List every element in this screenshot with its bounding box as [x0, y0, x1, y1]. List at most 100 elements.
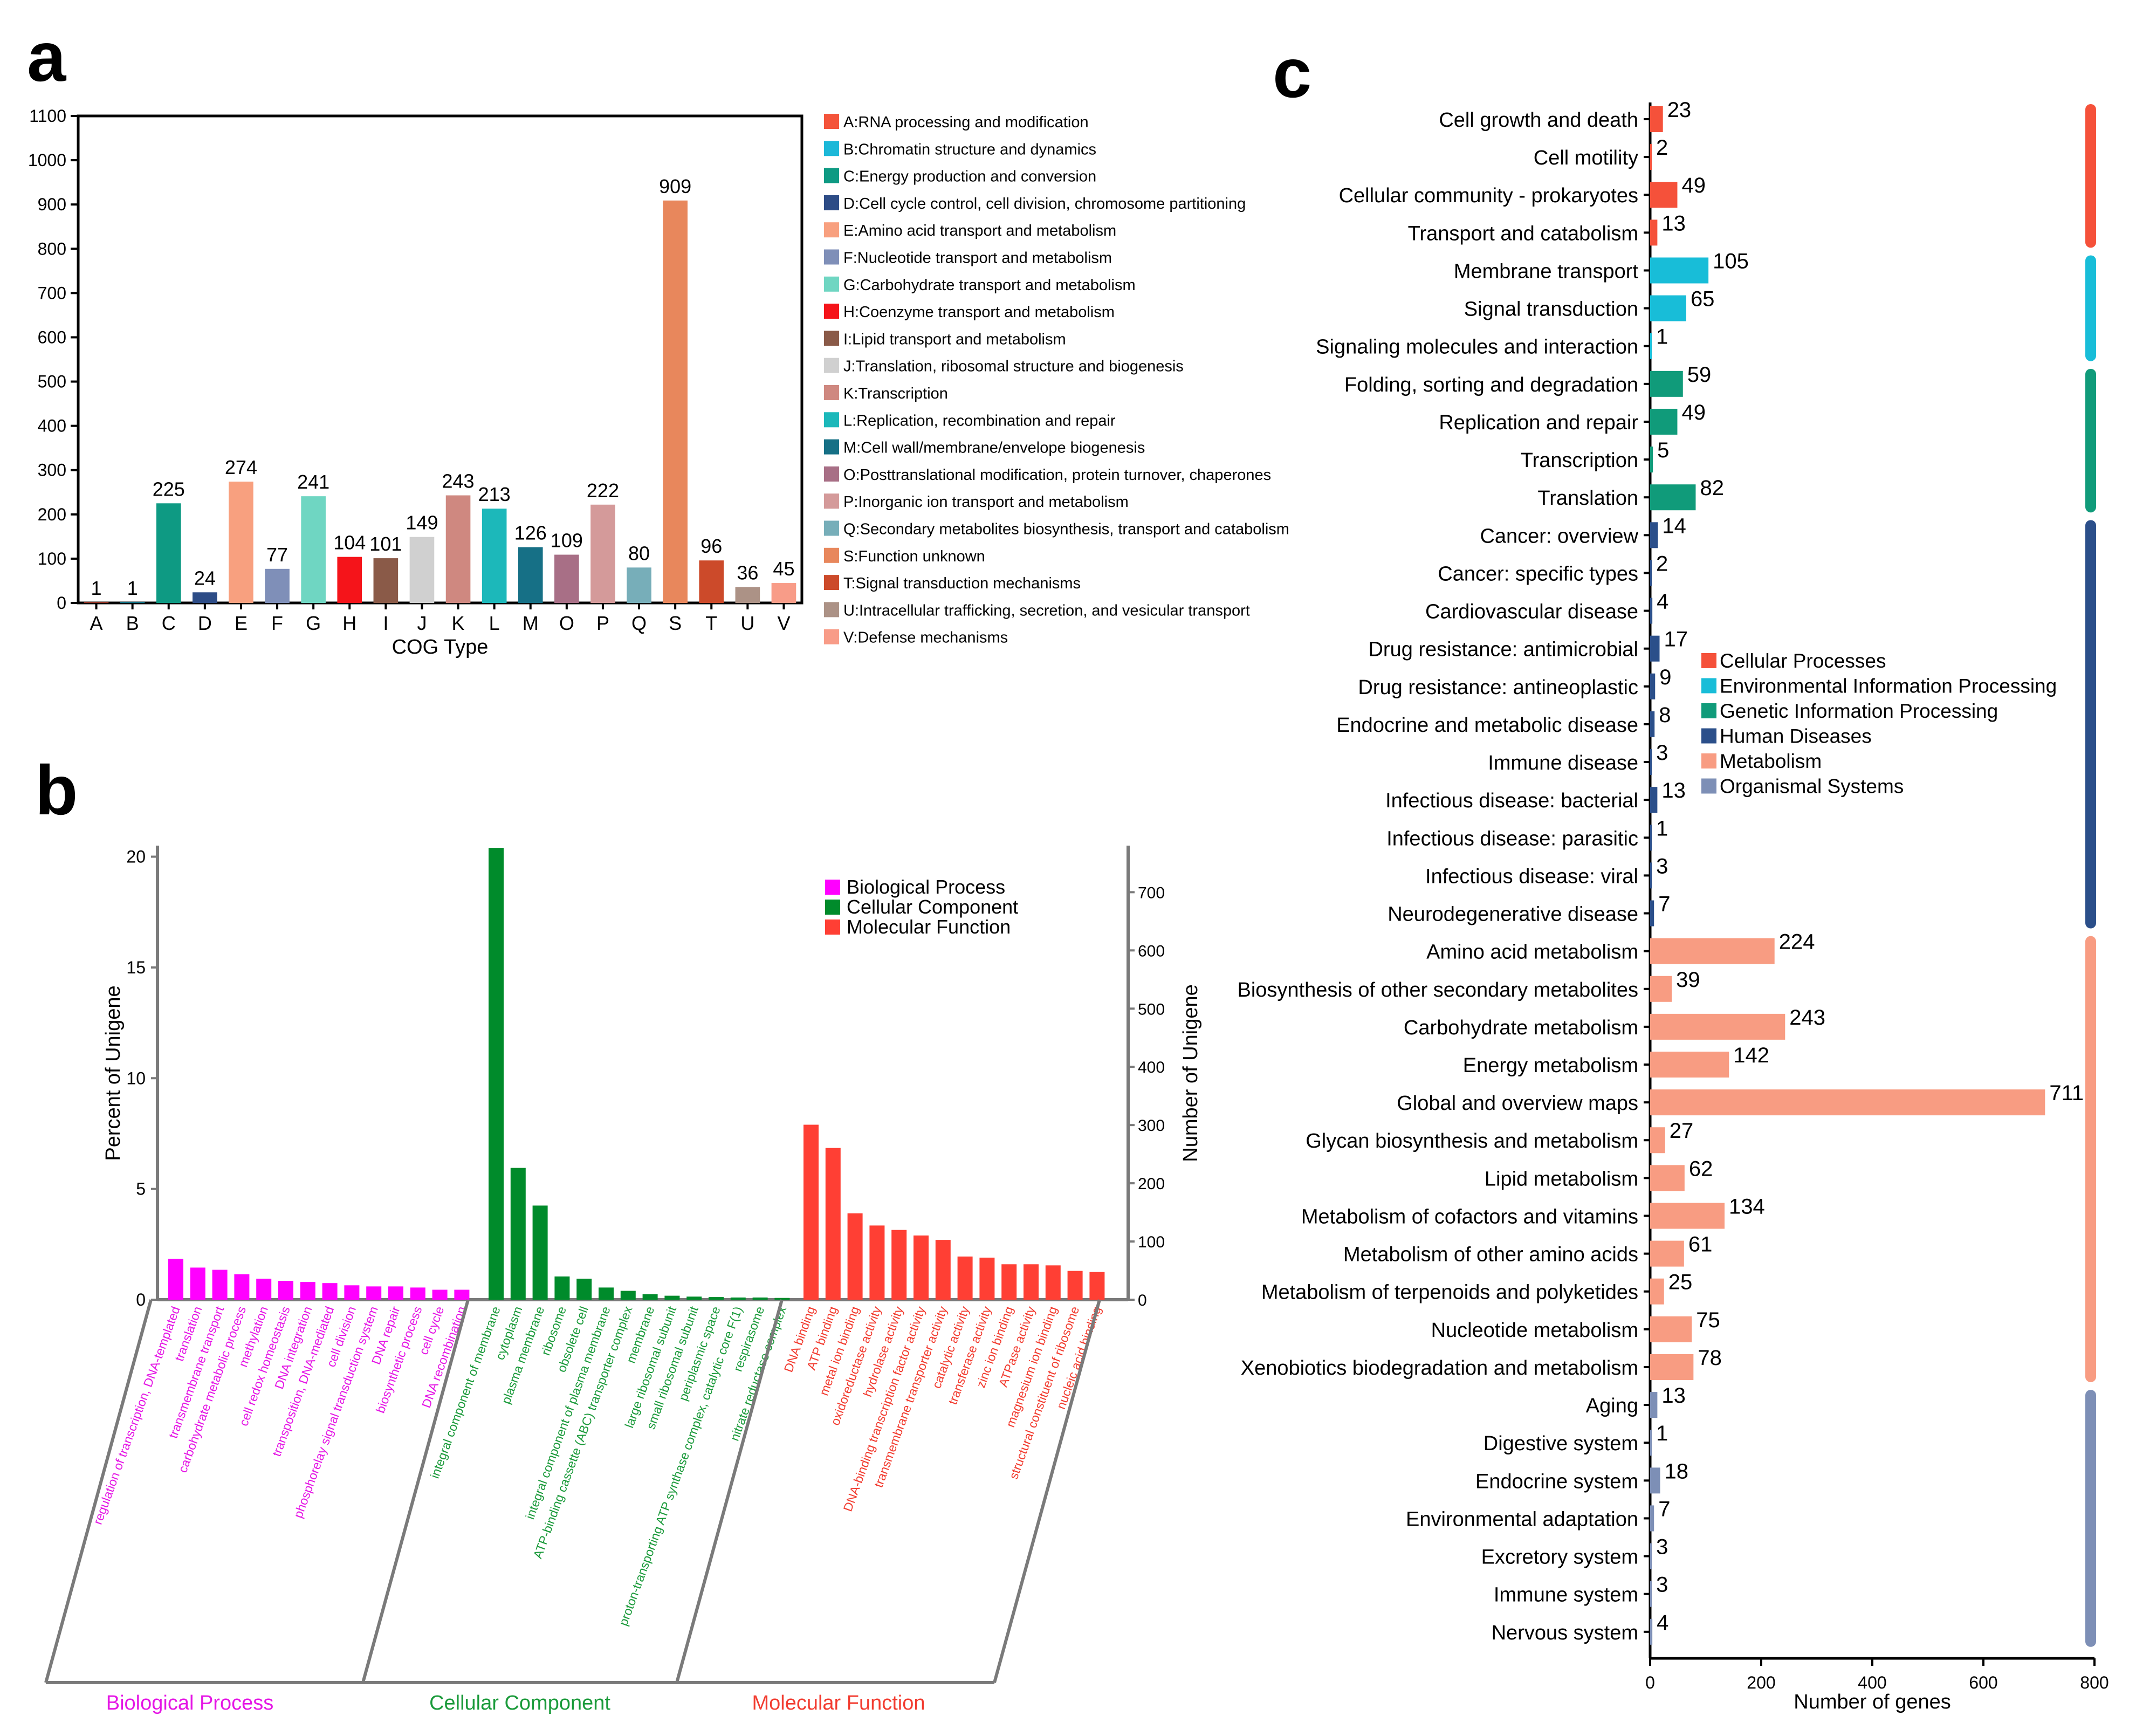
- category-label: Nucleotide metabolism: [1431, 1319, 1638, 1342]
- legend-entry: M:Cell wall/membrane/envelope biogenesis: [843, 440, 1145, 457]
- bar-value-label: 45: [773, 558, 794, 580]
- legend-swatch: [824, 493, 839, 509]
- group-side-bar: [2085, 104, 2096, 248]
- bar-cellular-component: [686, 1296, 702, 1300]
- legend-entry: Q:Secondary metabolites biosynthesis, tr…: [843, 521, 1289, 538]
- category-label: Cellular community - prokaryotes: [1339, 184, 1638, 207]
- bar-value-label: 1: [127, 577, 138, 599]
- bar-value-label: 104: [333, 532, 366, 554]
- bar-value-label: 13: [1661, 1384, 1686, 1408]
- bar-cellular-component: [510, 1168, 526, 1300]
- x-tick-label: I: [383, 612, 388, 634]
- x-tick-label: O: [559, 612, 574, 634]
- bar-value-label: 5: [1657, 438, 1669, 462]
- bar-biological-process: [344, 1285, 360, 1300]
- legend-swatch: [824, 304, 839, 319]
- right-tick-label: 200: [1138, 1175, 1165, 1193]
- bar: [1650, 1127, 1665, 1154]
- left-tick-label: 5: [136, 1179, 146, 1199]
- legend-entry: C:Energy production and conversion: [843, 168, 1096, 186]
- bar-value-label: 61: [1688, 1233, 1713, 1257]
- category-label: Cell growth and death: [1439, 109, 1638, 132]
- legend-entry: Environmental Information Processing: [1720, 675, 2057, 697]
- legend-swatch: [1701, 753, 1716, 768]
- bar-cellular-component: [554, 1276, 570, 1300]
- bar-molecular-function: [1001, 1264, 1017, 1300]
- left-axis-title: Percent of Unigene: [102, 985, 125, 1161]
- category-label: Transport and catabolism: [1408, 222, 1638, 245]
- bar-biological-process: [212, 1270, 228, 1300]
- legend-entry: E:Amino acid transport and metabolism: [843, 222, 1116, 239]
- bar: [1650, 1505, 1654, 1532]
- bar-value-label: 2: [1656, 136, 1668, 160]
- bar-value-label: 4: [1657, 590, 1668, 614]
- category-label: Drug resistance: antimicrobial: [1368, 639, 1638, 661]
- bar: [1650, 1052, 1729, 1078]
- bar-value-label: 3: [1656, 854, 1668, 878]
- bar-value-label: 14: [1662, 514, 1686, 538]
- bar: [1650, 295, 1686, 321]
- y-tick-label: 300: [38, 461, 66, 480]
- y-tick-label: 700: [38, 283, 66, 303]
- legend-swatch: [824, 520, 839, 536]
- category-label: regulation of transcription, DNA-templat…: [91, 1305, 183, 1526]
- bar: [1650, 900, 1654, 927]
- bar: [1650, 144, 1652, 170]
- group-side-bar: [2085, 936, 2096, 1382]
- bar-molecular-function: [979, 1257, 995, 1300]
- panel-label-c: c: [1273, 33, 1311, 112]
- y-tick-label: 400: [38, 416, 66, 436]
- category-label: Cancer: overview: [1480, 525, 1638, 547]
- category-label: Infectious disease: viral: [1425, 865, 1638, 888]
- bar: [1650, 447, 1653, 473]
- right-tick-label: 600: [1138, 942, 1165, 960]
- bar: [1650, 1165, 1685, 1191]
- legend-swatch: [1701, 703, 1716, 718]
- bar-cellular-component: [489, 848, 504, 1300]
- bar-molecular-function: [869, 1225, 885, 1300]
- bar-P: [590, 504, 615, 603]
- legend-entry: Genetic Information Processing: [1720, 700, 1998, 722]
- bar-cellular-component: [532, 1205, 548, 1300]
- bar: [1650, 1543, 1652, 1569]
- bar-value-label: 62: [1689, 1157, 1713, 1181]
- bar-value-label: 142: [1733, 1044, 1769, 1067]
- panel-label-a: a: [27, 17, 67, 96]
- category-label: Environmental adaptation: [1406, 1508, 1638, 1531]
- left-tick-label: 20: [126, 847, 146, 867]
- divider-line: [993, 1299, 1101, 1683]
- bar-value-label: 9: [1659, 665, 1671, 689]
- category-label: Metabolism of terpenoids and polyketides: [1261, 1281, 1638, 1304]
- bar-value-label: 7: [1658, 893, 1670, 916]
- category-label: Cardiovascular disease: [1425, 601, 1638, 623]
- legend-swatch: [824, 412, 839, 428]
- plot-frame: [77, 114, 803, 605]
- bar-biological-process: [454, 1289, 470, 1300]
- legend-swatch: [824, 168, 839, 183]
- right-tick-label: 500: [1138, 1000, 1165, 1018]
- bar-value-label: 82: [1700, 476, 1724, 500]
- bar-biological-process: [168, 1259, 183, 1300]
- bar-I: [373, 558, 399, 603]
- legend-entry: Organismal Systems: [1720, 776, 1904, 798]
- legend-swatch: [1701, 678, 1716, 694]
- bar: [1650, 787, 1658, 813]
- category-label: Digestive system: [1483, 1432, 1638, 1455]
- bar-value-label: 75: [1696, 1308, 1720, 1332]
- legend-entry: Molecular Function: [847, 916, 1011, 938]
- y-tick-label: 1000: [28, 150, 66, 170]
- bar-K: [445, 495, 471, 603]
- bar-cellular-component: [752, 1297, 768, 1300]
- bar-biological-process: [388, 1286, 403, 1300]
- bar-value-label: 36: [737, 561, 758, 584]
- bar-value-label: 109: [551, 530, 583, 552]
- bar-biological-process: [410, 1287, 425, 1300]
- y-tick-label: 800: [38, 239, 66, 258]
- bar-value-label: 65: [1691, 287, 1715, 311]
- bar: [1650, 862, 1652, 889]
- divider-line: [44, 1299, 153, 1683]
- legend-entry: D:Cell cycle control, cell division, chr…: [843, 195, 1246, 212]
- group-label: Biological Process: [106, 1692, 273, 1714]
- bar-value-label: 2: [1656, 552, 1668, 575]
